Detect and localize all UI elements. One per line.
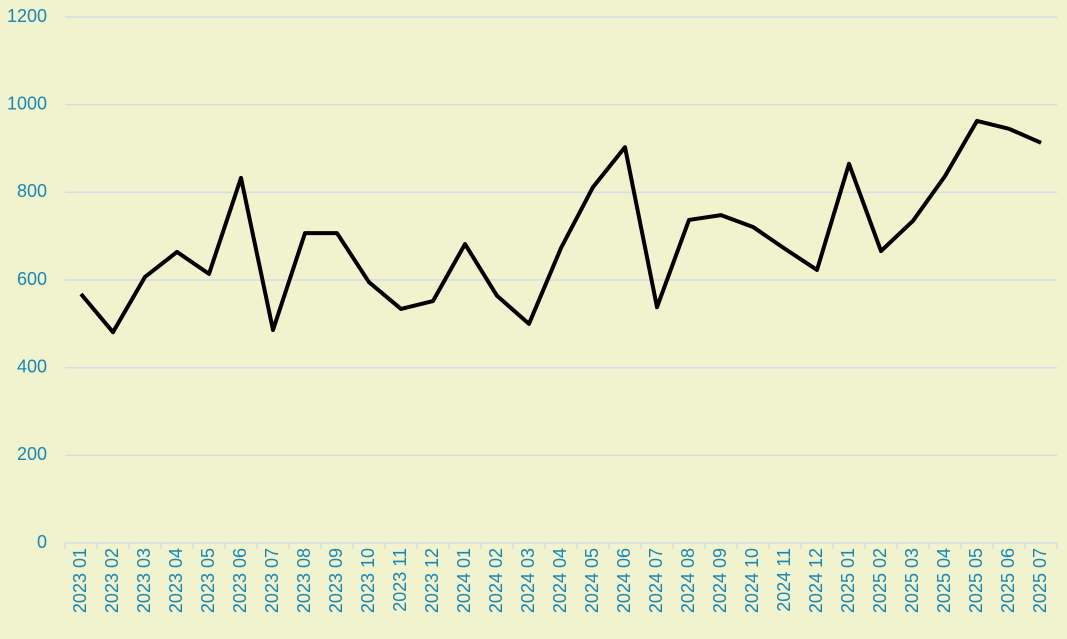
x-tick-label: 2024 08 [678, 548, 698, 613]
data-line [79, 118, 1042, 335]
x-tick-label: 2023 11 [390, 548, 410, 612]
x-tick-label: 2024 10 [742, 548, 762, 613]
x-tick-label: 2024 09 [710, 548, 730, 613]
y-tick-label: 1200 [7, 6, 47, 26]
x-tick-label: 2024 06 [614, 548, 634, 613]
x-tick-label: 2023 07 [262, 548, 282, 613]
x-tick-label: 2025 04 [934, 548, 954, 613]
x-tick-label: 2023 09 [326, 548, 346, 613]
x-tick-label: 2024 03 [518, 548, 538, 613]
x-tick-label: 2024 05 [582, 548, 602, 613]
x-tick-label: 2023 10 [358, 548, 378, 613]
x-tick-label: 2023 05 [198, 548, 218, 613]
x-tick-label: 2023 08 [294, 548, 314, 613]
x-tick-label: 2024 07 [646, 548, 666, 613]
x-tick-label: 2024 04 [550, 548, 570, 613]
y-tick-label: 1000 [7, 93, 47, 113]
y-tick-label: 200 [17, 444, 47, 464]
x-tick-label: 2023 06 [230, 548, 250, 613]
x-tick-label: 2023 12 [422, 548, 442, 613]
x-tick-label: 2024 12 [806, 548, 826, 613]
x-tick-label: 2023 04 [166, 548, 186, 613]
y-tick-label: 0 [37, 532, 47, 552]
x-tick-label: 2025 07 [1030, 548, 1050, 613]
x-tick-label: 2023 03 [134, 548, 154, 613]
y-tick-label: 400 [17, 356, 47, 376]
y-tick-label: 600 [17, 269, 47, 289]
x-tick-label: 2025 06 [998, 548, 1018, 613]
x-tick-label: 2024 11 [774, 548, 794, 612]
x-tick-label: 2024 02 [486, 548, 506, 613]
y-tick-label: 800 [17, 181, 47, 201]
x-tick-label: 2023 01 [70, 548, 90, 613]
x-tick-label: 2025 05 [966, 548, 986, 613]
x-tick-label: 2023 02 [102, 548, 122, 613]
x-tick-label: 2025 01 [838, 548, 858, 613]
x-tick-label: 2025 03 [902, 548, 922, 613]
x-tick-label: 2025 02 [870, 548, 890, 613]
x-tick-label: 2024 01 [454, 548, 474, 613]
